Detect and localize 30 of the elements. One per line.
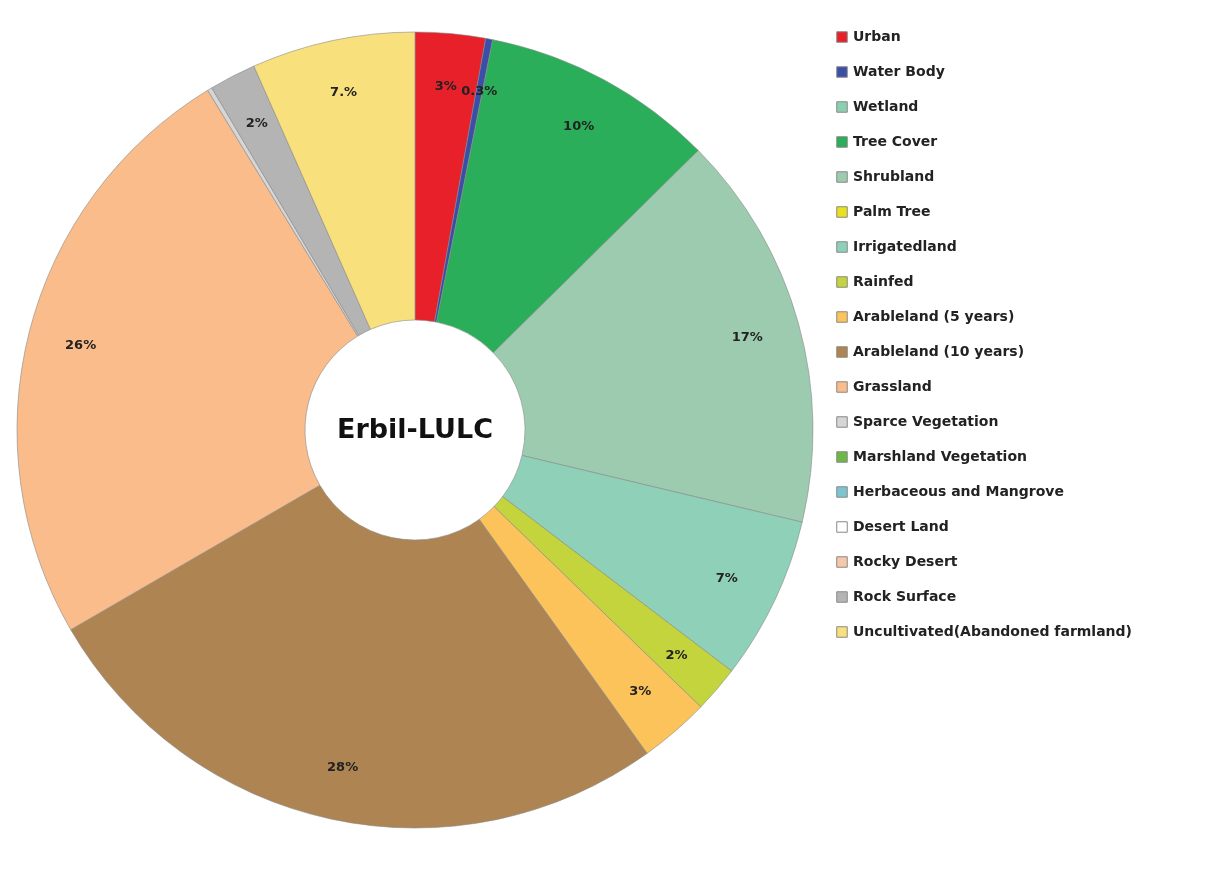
legend-label: Urban: [853, 28, 901, 44]
data-label: 26%: [65, 337, 97, 353]
data-label: 0.3%: [461, 83, 498, 99]
legend-label: Wetland: [853, 98, 919, 114]
data-label: 3%: [629, 683, 652, 699]
legend-label: Palm Tree: [853, 203, 931, 219]
legend-label: Rocky Desert: [853, 553, 958, 569]
legend-label: Herbaceous and Mangrove: [853, 483, 1064, 499]
legend-label: Grassland: [853, 378, 932, 394]
legend-label: Shrubland: [853, 168, 935, 184]
legend-label: Desert Land: [853, 518, 949, 534]
data-label: 7.%: [330, 84, 358, 100]
text: Erbil-LULC: [337, 413, 493, 444]
legend-label: Rock Surface: [853, 588, 957, 604]
legend-label: Water Body: [853, 63, 945, 79]
legend-label: Tree Cover: [853, 133, 938, 149]
legend-label: Sparce Vegetation: [853, 413, 999, 429]
data-label: 28%: [327, 759, 359, 775]
data-label: 10%: [563, 118, 595, 134]
data-label: 3%: [434, 78, 457, 94]
legend-label: Marshland Vegetation: [853, 448, 1027, 464]
data-label: 7%: [715, 569, 738, 585]
legend-label: Arableland (5 years): [853, 308, 1015, 324]
legend-label: Rainfed: [853, 273, 914, 289]
data-label: 2%: [245, 115, 268, 131]
data-label: 2%: [665, 646, 688, 662]
legend-label: Arableland (10 years): [853, 343, 1025, 359]
legend-label: Uncultivated(Abandoned farmland): [853, 623, 1133, 639]
legend-label: Irrigatedland: [853, 238, 957, 254]
data-label: 17%: [731, 329, 763, 345]
